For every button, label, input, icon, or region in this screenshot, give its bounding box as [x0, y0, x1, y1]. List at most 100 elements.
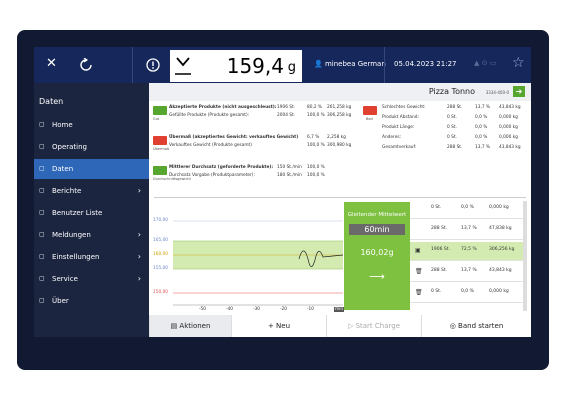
- list-cell: 0,000 kg: [489, 205, 509, 210]
- button-icon: +: [267, 322, 277, 330]
- product-button[interactable]: ➜: [513, 86, 525, 97]
- badge-label: Bad: [366, 117, 373, 121]
- chevron: ›: [137, 274, 141, 283]
- footer-button[interactable]: + Neu: [231, 315, 326, 337]
- list-row-bg: [410, 284, 523, 303]
- nav-icon: ▢: [39, 143, 45, 150]
- nav-icon: ▢: [39, 297, 45, 304]
- stat-cell: 300,980 kg: [327, 143, 352, 148]
- x-tick-label: -20: [280, 307, 288, 312]
- stat-cell: 0,000 kg: [499, 125, 518, 130]
- nav-label: Benutzer Liste: [52, 209, 103, 217]
- badge-label: Gut: [153, 117, 160, 121]
- stat-cell: Gefüllte Produkte (Produkte gesamt):: [169, 113, 250, 118]
- nav-icon: ▢: [39, 275, 45, 282]
- product-bar: Pizza Tonno 3334-400-0 ➜: [149, 83, 531, 101]
- x-tick-label: -10: [307, 307, 315, 312]
- stat-cell: Schlechtes Gewicht:: [382, 105, 426, 110]
- stat-cell: 43,843 kg: [499, 145, 521, 150]
- list-cell: 0 St.: [431, 289, 442, 294]
- button-label: Neu: [276, 322, 291, 330]
- stat-cell: 2,258 kg: [327, 135, 346, 140]
- weight-unit: g: [287, 60, 296, 75]
- stat-cell: 1906 St.: [277, 105, 296, 110]
- alert-button[interactable]: [146, 58, 160, 72]
- nav-label: Home: [52, 121, 73, 129]
- stat-cell: 0,0 %: [475, 125, 488, 130]
- scrollbar: [523, 201, 527, 311]
- nav-icon: ▢: [39, 121, 45, 128]
- stat-cell: Übermaß (akzeptiertes Gewicht: verkaufte…: [169, 135, 299, 140]
- user: minebea German: [324, 60, 386, 68]
- separator: [384, 47, 385, 83]
- status-badge: [153, 106, 167, 115]
- nav-icon: ▢: [39, 165, 45, 172]
- nav-item[interactable]: Berichte ▢ ›: [34, 181, 149, 201]
- nav-item[interactable]: Benutzer Liste ▢: [34, 203, 149, 223]
- footer-button[interactable]: ◎ Band starten: [421, 315, 531, 337]
- footer-button[interactable]: ▷ Start Charge: [326, 315, 421, 337]
- stat-cell: Gesamtverkauf:: [382, 145, 417, 150]
- refresh-button[interactable]: [79, 58, 93, 72]
- list-cell: 0,000 kg: [489, 289, 509, 294]
- user-name[interactable]: 👤 minebea German: [314, 60, 386, 68]
- row-icon: ▣: [415, 247, 421, 254]
- nav-item[interactable]: Operating ▢: [34, 137, 149, 157]
- stat-cell: 0 St.: [447, 135, 457, 140]
- stat-cell: 0 St.: [447, 125, 457, 130]
- stat-cell: 261,258 kg: [327, 105, 352, 110]
- nav-label: Meldungen: [52, 231, 91, 239]
- stat-cell: 6,7 %: [307, 135, 320, 140]
- content: Gleitender Mittelwert 60min 160,02g ⟶ Gu…: [149, 101, 531, 315]
- stat-cell: 0,0 %: [475, 115, 488, 120]
- list-cell: 0,0 %: [461, 205, 474, 210]
- row-icon: 🗑: [415, 289, 423, 296]
- button-label: Aktionen: [179, 322, 211, 330]
- list-row-bg: [410, 221, 523, 240]
- stat-cell: 100,0 %: [307, 173, 325, 178]
- nav-item[interactable]: Über ▢: [34, 291, 149, 311]
- nav-label: Operating: [52, 143, 87, 151]
- overlay-value: 160,02g: [360, 248, 394, 257]
- favorite-button[interactable]: ☆: [512, 55, 525, 71]
- stat-cell: Anderes:: [382, 135, 402, 140]
- y-tick-label: 150,00: [153, 290, 169, 295]
- datetime: 05.04.2023 21:27: [394, 60, 457, 68]
- nav-item[interactable]: Einstellungen ▢ ›: [34, 247, 149, 267]
- list-cell: 0 St.: [431, 205, 442, 210]
- chevron: ›: [137, 252, 141, 261]
- nav-icon: ▢: [39, 231, 45, 238]
- separator: [132, 47, 133, 83]
- nav-item[interactable]: Daten ▢: [34, 159, 149, 179]
- button-icon: ▷: [347, 322, 356, 330]
- list-row-bg: [410, 263, 523, 282]
- stat-cell: 306,258 kg: [327, 113, 352, 118]
- list-cell: 47,838 kg: [489, 226, 512, 231]
- stat-cell: 100,0 %: [307, 165, 325, 170]
- product-code: 3334-400-0: [485, 90, 509, 95]
- stat-cell: 13,7 %: [475, 145, 491, 150]
- stat-cell: 100,0 %: [307, 143, 325, 148]
- nav-icon: ▢: [39, 187, 45, 194]
- nav-icon: ▢: [39, 253, 45, 260]
- x-tick-label: -50: [199, 307, 207, 312]
- stat-cell: 180 St./min: [277, 173, 302, 178]
- list-cell: 72,5 %: [461, 247, 477, 252]
- divider: [154, 197, 526, 198]
- overlay-arrow[interactable]: ⟶: [369, 270, 385, 283]
- nav-label: Service: [52, 275, 78, 283]
- trend-chart: [173, 220, 344, 306]
- nav-item[interactable]: Home ▢: [34, 115, 149, 135]
- nav-item[interactable]: Meldungen ▢ ›: [34, 225, 149, 245]
- chevron: ›: [137, 186, 141, 195]
- footer-button[interactable]: ▤ Aktionen: [149, 315, 231, 337]
- x-tick-label: -40: [226, 307, 234, 312]
- moving-average-panel: Gleitender Mittelwert 60min 160,02g ⟶: [344, 202, 410, 310]
- nav-item[interactable]: Service ▢ ›: [34, 269, 149, 289]
- nav-label: Berichte: [52, 187, 82, 195]
- close-button[interactable]: ✕: [46, 56, 57, 71]
- device-frame: ✕ 159,4 g 👤 minebea German 05.04.2023 21…: [17, 30, 549, 370]
- stat-cell: 13,7 %: [475, 105, 491, 110]
- weight-display: 159,4 g: [170, 50, 302, 82]
- stat-cell: 288 St.: [447, 145, 463, 150]
